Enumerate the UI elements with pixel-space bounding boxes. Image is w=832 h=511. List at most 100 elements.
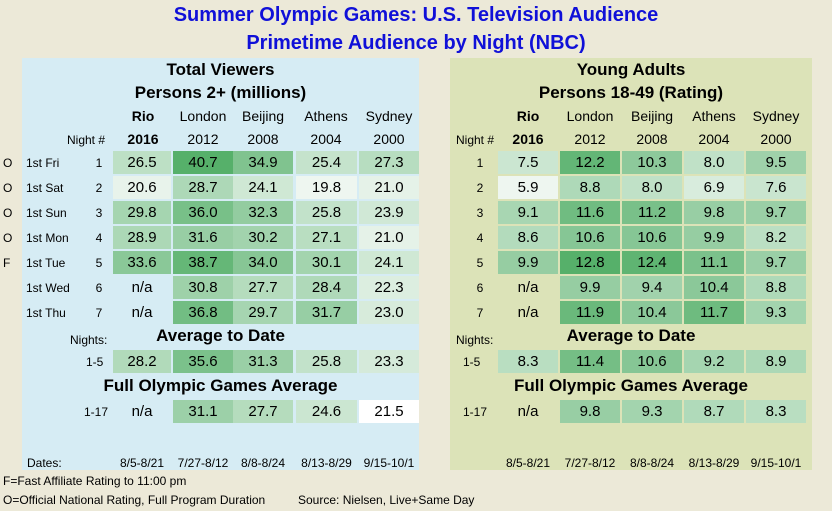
- value-cell: 28.9: [113, 226, 171, 249]
- night-number: 2: [95, 181, 103, 195]
- value-cell: 34.9: [233, 151, 293, 174]
- value-cell: n/a: [517, 279, 539, 296]
- date-range: 8/8-8/24: [240, 456, 286, 470]
- year-header: 2016: [127, 131, 159, 147]
- year-header: 2012: [574, 131, 606, 147]
- night-day-label: 1st Tue: [26, 256, 66, 270]
- full-average-cell: 9.3: [622, 400, 682, 423]
- panel-subtitle: Persons 18-49 (Rating): [538, 83, 724, 102]
- value-cell: 9.5: [746, 151, 806, 174]
- city-header: Athens: [304, 108, 348, 124]
- value-cell: 8.0: [684, 151, 744, 174]
- date-range: 9/15-10/1: [363, 456, 415, 470]
- source-note: Source: Nielsen, Live+Same Day: [298, 493, 475, 507]
- value-cell: 7.5: [498, 151, 558, 174]
- value-cell: 8.8: [560, 176, 620, 199]
- average-cell: 31.3: [233, 350, 293, 373]
- average-cell: 9.2: [684, 350, 744, 373]
- date-range: 8/13-8/29: [301, 456, 352, 470]
- value-cell: n/a: [517, 304, 539, 321]
- value-cell: 10.3: [622, 151, 682, 174]
- value-cell: 11.6: [560, 201, 620, 224]
- city-header: London: [566, 108, 614, 124]
- value-cell: 8.2: [746, 226, 806, 249]
- value-cell: 8.8: [746, 276, 806, 299]
- value-cell: 8.6: [498, 226, 558, 249]
- panel-title: Total Viewers: [166, 60, 275, 79]
- full-average-cell: 27.7: [233, 400, 293, 423]
- night-number: 4: [95, 231, 103, 245]
- value-cell: 36.8: [173, 301, 233, 324]
- value-cell: 7.6: [746, 176, 806, 199]
- rating-type-flag: F: [3, 256, 11, 270]
- panel-title: Young Adults: [576, 60, 686, 79]
- value-cell: 10.4: [684, 276, 744, 299]
- year-header: 2000: [760, 131, 792, 147]
- value-cell: n/a: [131, 304, 153, 321]
- night-day-label: 1st Wed: [26, 281, 70, 295]
- value-cell: 25.4: [296, 151, 357, 174]
- value-cell: 38.7: [173, 251, 233, 274]
- night-day-label: 1st Sat: [26, 181, 64, 195]
- section-full-games-average: Full Olympic Games Average: [103, 376, 338, 395]
- value-cell: 36.0: [173, 201, 233, 224]
- value-cell: 27.3: [359, 151, 419, 174]
- average-range-label: 1-5: [463, 355, 481, 369]
- rating-type-flag: O: [3, 231, 13, 245]
- value-cell: 31.6: [173, 226, 233, 249]
- full-average-cell: 8.7: [684, 400, 744, 423]
- value-cell: 19.8: [296, 176, 357, 199]
- city-header: Rio: [516, 108, 540, 124]
- value-cell: 30.8: [173, 276, 233, 299]
- value-cell: 33.6: [113, 251, 171, 274]
- average-cell: 8.3: [498, 350, 558, 373]
- full-average-cell: 8.3: [746, 400, 806, 423]
- full-range-label: 1-17: [84, 405, 109, 419]
- night-number: 3: [95, 206, 103, 220]
- value-cell: 11.9: [560, 301, 620, 324]
- year-header: 2000: [373, 131, 405, 147]
- night-number: 6: [476, 281, 484, 295]
- chart-title-line1: Summer Olympic Games: U.S. Television Au…: [173, 4, 659, 26]
- full-average-cell: n/a: [517, 403, 539, 420]
- night-number: 5: [95, 256, 103, 270]
- city-header: Rio: [131, 108, 155, 124]
- year-header: 2016: [512, 131, 544, 147]
- section-average-to-date: Average to Date: [566, 326, 696, 345]
- value-cell: 23.9: [359, 201, 419, 224]
- average-cell: 25.8: [296, 350, 357, 373]
- value-cell: 21.0: [359, 176, 419, 199]
- city-header: Sydney: [752, 108, 800, 124]
- night-number: 2: [476, 181, 484, 195]
- average-cell: 8.9: [746, 350, 806, 373]
- value-cell: 11.7: [684, 301, 744, 324]
- year-header: 2012: [187, 131, 219, 147]
- date-range: 9/15-10/1: [750, 456, 802, 470]
- value-cell: 10.6: [622, 226, 682, 249]
- value-cell: 9.3: [746, 301, 806, 324]
- value-cell: 11.1: [684, 251, 744, 274]
- value-cell: 9.1: [498, 201, 558, 224]
- average-range-label: 1-5: [86, 355, 104, 369]
- date-range: 8/8-8/24: [629, 456, 675, 470]
- date-range: 8/13-8/29: [688, 456, 740, 470]
- year-header: 2004: [310, 131, 342, 147]
- value-cell: 27.1: [296, 226, 357, 249]
- value-cell: 21.0: [359, 226, 419, 249]
- rating-type-flag: O: [3, 156, 13, 170]
- value-cell: 27.7: [233, 276, 293, 299]
- year-header: 2008: [247, 131, 279, 147]
- value-cell: 32.3: [233, 201, 293, 224]
- value-cell: 23.0: [359, 301, 419, 324]
- value-cell: 24.1: [233, 176, 293, 199]
- value-cell: 26.5: [113, 151, 171, 174]
- value-cell: 10.4: [622, 301, 682, 324]
- nights-label: Nights:: [70, 333, 108, 347]
- value-cell: 25.8: [296, 201, 357, 224]
- value-cell: 29.8: [113, 201, 171, 224]
- city-header: Beijing: [630, 108, 674, 124]
- value-cell: n/a: [131, 279, 153, 296]
- average-cell: 11.4: [560, 350, 620, 373]
- night-day-label: 1st Fri: [26, 156, 60, 170]
- value-cell: 22.3: [359, 276, 419, 299]
